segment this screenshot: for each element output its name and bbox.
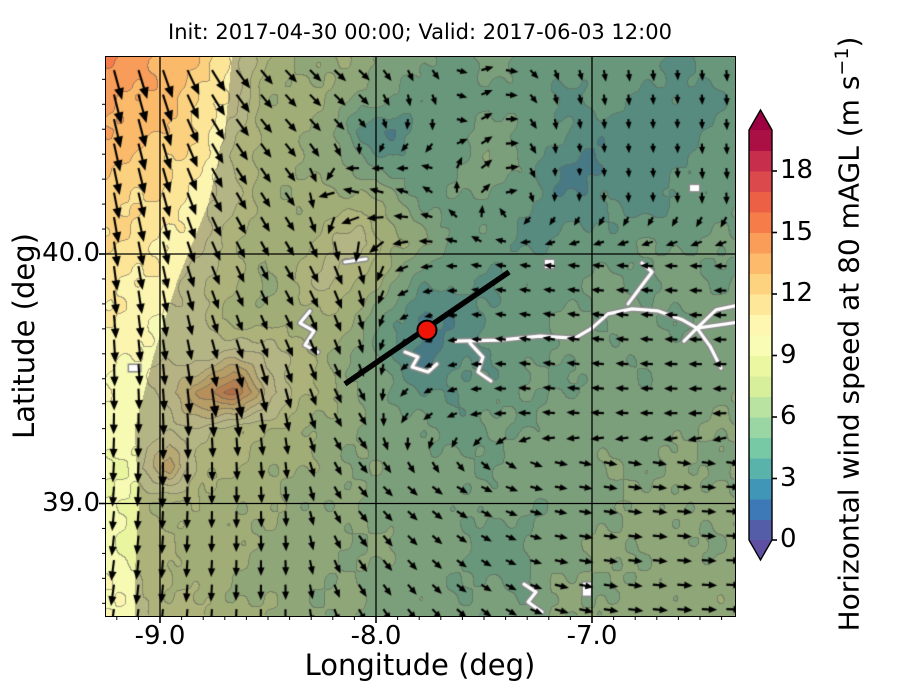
colorbar-segment bbox=[749, 253, 772, 274]
colorbar-segment bbox=[749, 499, 772, 520]
colorbar-extend-max bbox=[749, 110, 772, 130]
colorbar-segment bbox=[749, 191, 772, 213]
colorbar-tick-label: 18 bbox=[780, 155, 814, 185]
colorbar-segment bbox=[749, 294, 772, 315]
colorbar-extend-min bbox=[749, 540, 772, 560]
colorbar-segment bbox=[749, 171, 772, 192]
colorbar-tick-label: 9 bbox=[780, 339, 797, 370]
colorbar-segment bbox=[749, 130, 772, 151]
x-tick-label: -9.0 bbox=[134, 621, 186, 651]
colorbar bbox=[748, 108, 777, 562]
y-tick-label: 39.0 bbox=[42, 487, 100, 518]
x-tick-label: -8.0 bbox=[350, 621, 402, 651]
colorbar-outline bbox=[748, 108, 773, 562]
colorbar-label-text: Horizontal wind speed at 80 mAGL (m s bbox=[832, 75, 866, 632]
colorbar-segment bbox=[749, 335, 772, 356]
wind-field-canvas bbox=[106, 57, 735, 616]
colorbar-segment bbox=[749, 273, 772, 295]
colorbar-segment bbox=[749, 437, 772, 459]
colorbar-segment bbox=[749, 232, 772, 254]
y-tick-label: 40.0 bbox=[42, 238, 100, 268]
colorbar-label-sup: −1 bbox=[831, 47, 853, 76]
colorbar-segment bbox=[749, 478, 772, 500]
colorbar-tick-label: 12 bbox=[780, 278, 814, 308]
plot-title: Init: 2017-04-30 00:00; Valid: 2017-06-0… bbox=[168, 20, 672, 44]
colorbar-tick-label: 6 bbox=[780, 401, 797, 431]
x-tick-label: -7.0 bbox=[566, 621, 618, 651]
colorbar-segment bbox=[749, 417, 772, 438]
colorbar-segment bbox=[749, 150, 772, 172]
colorbar-label-close: ) bbox=[832, 36, 866, 48]
x-axis-label: Longitude (deg) bbox=[304, 648, 536, 682]
colorbar-label: Horizontal wind speed at 80 mAGL (m s−1) bbox=[831, 0, 871, 674]
colorbar-tick-label: 3 bbox=[780, 462, 797, 493]
colorbar-segment bbox=[749, 396, 772, 418]
colorbar-segment bbox=[749, 519, 772, 541]
colorbar-segment bbox=[749, 314, 772, 336]
y-axis-label: Latitude (deg) bbox=[7, 233, 41, 439]
colorbar-segment bbox=[749, 355, 772, 377]
colorbar-tick-label: 0 bbox=[780, 524, 797, 554]
colorbar-segment bbox=[749, 212, 772, 233]
colorbar-segment bbox=[749, 458, 772, 479]
colorbar-tick-label: 15 bbox=[780, 216, 814, 247]
colorbar-segment bbox=[749, 376, 772, 397]
